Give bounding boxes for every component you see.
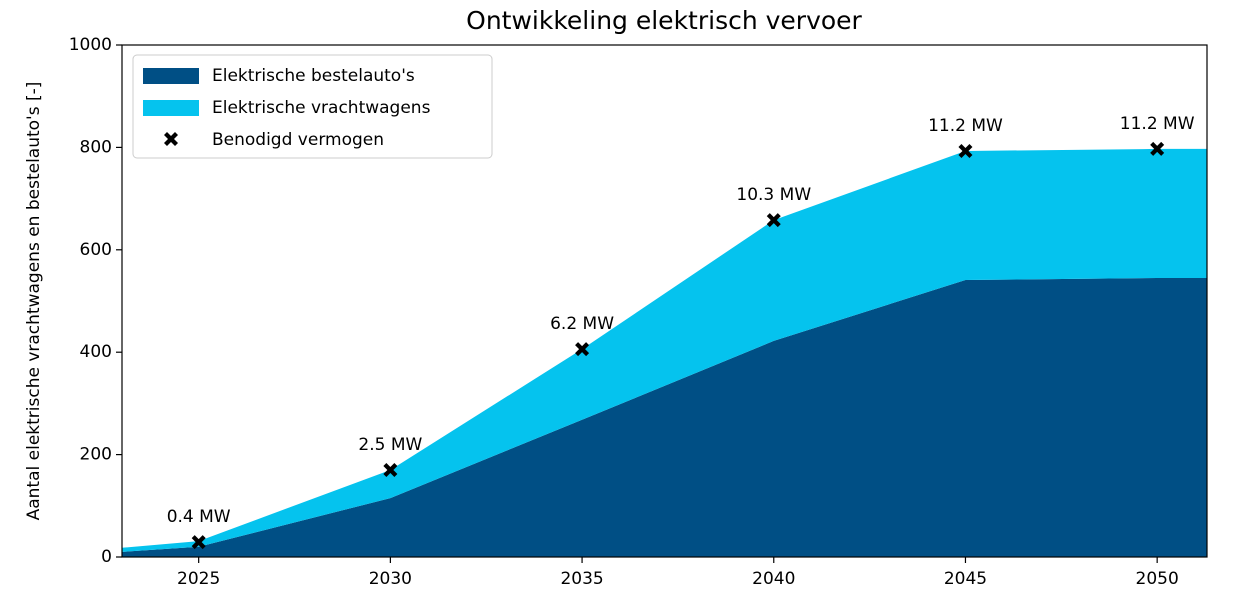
marker (766, 213, 781, 228)
chart-title: Ontwikkeling elektrisch vervoer (466, 6, 862, 35)
legend-label: Elektrische vrachtwagens (212, 98, 431, 118)
area (122, 277, 1207, 557)
legend-marker (164, 132, 178, 146)
x-tick-label: 2035 (560, 569, 603, 589)
plot-frame (121, 44, 1208, 558)
y-axis-label: Aantal elektrische vrachtwagens en beste… (24, 82, 44, 521)
x-tick-label: 2025 (177, 569, 220, 589)
y-tick-label: 1000 (69, 35, 112, 55)
marker (1150, 141, 1165, 156)
marker (383, 462, 398, 477)
marker (958, 143, 973, 158)
x-tick-label: 2050 (1136, 569, 1179, 589)
legend-box (132, 54, 493, 159)
legend-swatch (143, 68, 199, 84)
annotation: 0.4 MW (167, 507, 231, 527)
annotation: 11.2 MW (1120, 114, 1195, 134)
area (122, 148, 1207, 552)
annotation: 2.5 MW (358, 435, 422, 455)
y-tick-label: 400 (80, 342, 112, 362)
legend-label: Benodigd vermogen (212, 130, 384, 150)
annotation: 10.3 MW (736, 185, 811, 205)
legend-label: Elektrische bestelauto's (212, 66, 415, 86)
x-tick-label: 2045 (944, 569, 987, 589)
x-tick-label: 2030 (369, 569, 412, 589)
y-tick-label: 600 (80, 240, 112, 260)
y-tick-label: 800 (80, 137, 112, 157)
y-tick-label: 0 (101, 547, 112, 567)
marker (191, 535, 206, 550)
annotation: 6.2 MW (550, 314, 614, 334)
y-tick-label: 200 (80, 445, 112, 465)
x-tick-label: 2040 (752, 569, 795, 589)
annotation: 11.2 MW (928, 116, 1003, 136)
marker (575, 342, 590, 357)
legend-swatch (143, 100, 199, 116)
